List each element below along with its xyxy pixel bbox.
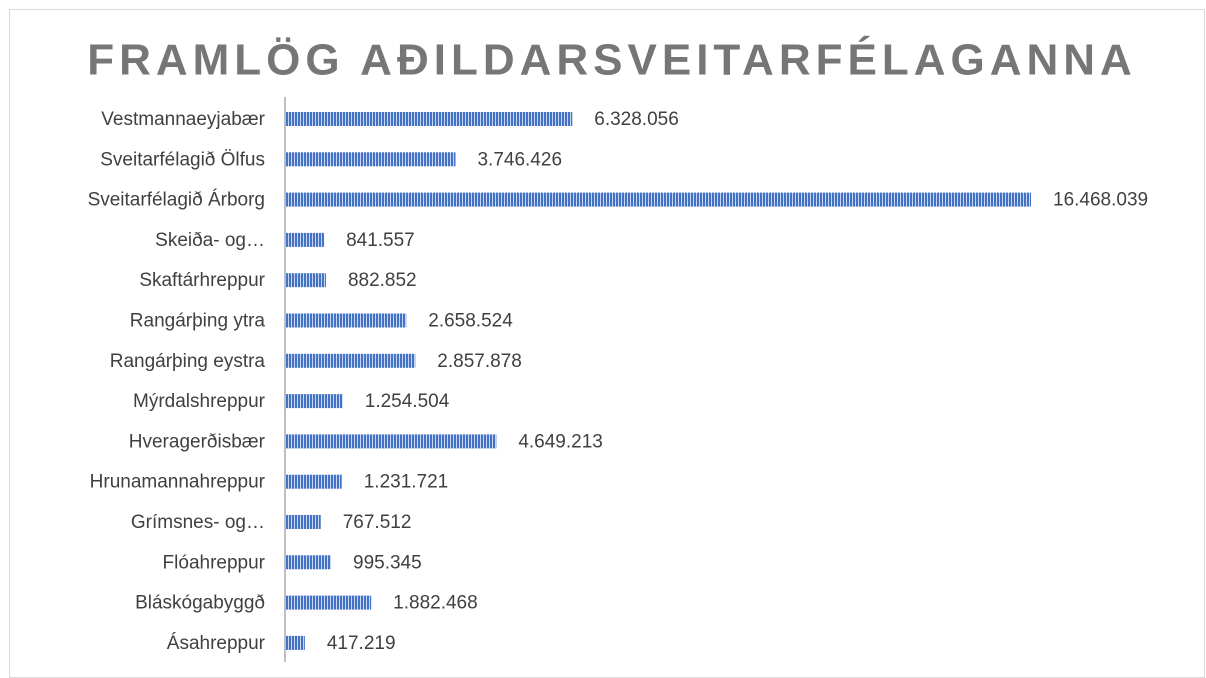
category-label: Flóahreppur bbox=[163, 552, 266, 573]
bar bbox=[286, 313, 407, 328]
category-label: Sveitarfélagið Ölfus bbox=[100, 149, 265, 170]
category-label: Vestmannaeyjabær bbox=[101, 109, 265, 130]
value-label: 4.649.213 bbox=[518, 431, 603, 452]
value-label: 995.345 bbox=[353, 552, 422, 573]
bar bbox=[286, 112, 573, 126]
value-label: 841.557 bbox=[346, 230, 415, 251]
category-label: Skaftárhreppur bbox=[139, 270, 265, 291]
bar bbox=[286, 555, 332, 570]
bar bbox=[286, 232, 325, 247]
bar bbox=[286, 353, 416, 368]
value-label: 2.658.524 bbox=[428, 311, 513, 332]
value-label: 417.219 bbox=[327, 633, 396, 654]
value-label: 1.231.721 bbox=[364, 472, 449, 493]
category-label: Hrunamannahreppur bbox=[90, 472, 266, 493]
value-label: 1.882.468 bbox=[393, 593, 478, 614]
category-label: Hveragerðisbær bbox=[129, 431, 266, 452]
bar bbox=[286, 192, 1031, 207]
category-label: Mýrdalshreppur bbox=[133, 391, 266, 412]
value-label: 3.746.426 bbox=[477, 149, 562, 170]
category-label: Skeiða- og… bbox=[155, 230, 265, 251]
bar bbox=[286, 273, 326, 288]
value-label: 882.852 bbox=[348, 270, 417, 291]
bar bbox=[286, 474, 342, 489]
value-label: 767.512 bbox=[343, 512, 412, 533]
bar bbox=[286, 394, 343, 409]
bar bbox=[286, 515, 321, 529]
category-label: Bláskógabyggð bbox=[135, 593, 265, 614]
value-label: 1.254.504 bbox=[365, 391, 450, 412]
value-label: 6.328.056 bbox=[594, 109, 679, 130]
bar bbox=[286, 434, 497, 449]
bar bbox=[286, 635, 305, 650]
value-label: 2.857.878 bbox=[437, 351, 522, 372]
value-label: 16.468.039 bbox=[1053, 190, 1148, 211]
category-label: Grímsnes- og… bbox=[131, 512, 265, 533]
bar bbox=[286, 152, 456, 167]
category-label: Ásahreppur bbox=[167, 633, 266, 654]
bar bbox=[286, 595, 372, 610]
category-label: Rangárþing eystra bbox=[110, 351, 266, 372]
chart-title: FRAMLÖG AÐILDARSVEITARFÉLAGANNA bbox=[87, 35, 1137, 85]
category-label: Rangárþing ytra bbox=[130, 311, 266, 332]
category-label: Sveitarfélagið Árborg bbox=[88, 190, 265, 211]
